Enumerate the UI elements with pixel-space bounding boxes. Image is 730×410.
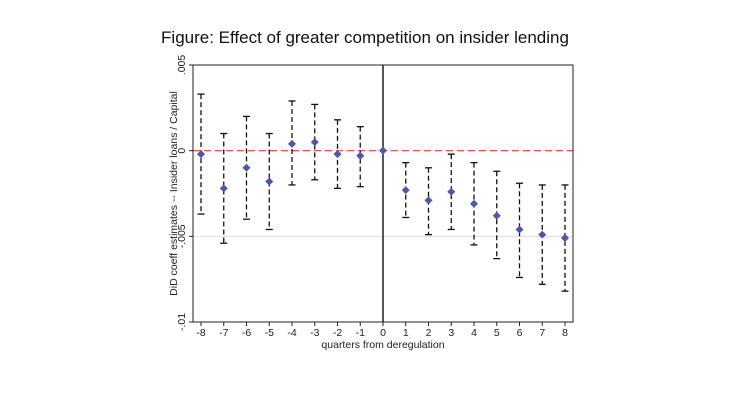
x-tick-label-1: -7 <box>219 327 228 339</box>
x-tick-label-15: 7 <box>539 327 545 339</box>
y-tick-label-0: .005 <box>176 55 188 76</box>
ci-bar-11 <box>447 153 455 231</box>
x-tick-label-11: 3 <box>448 327 454 339</box>
ci-bar-5 <box>311 103 319 181</box>
x-tick-label-3: -5 <box>265 327 274 339</box>
x-tick-label-12: 4 <box>471 327 477 339</box>
point-estimate-2 <box>242 163 251 172</box>
point-estimate-1 <box>219 184 228 193</box>
ci-bar-16 <box>561 184 569 292</box>
y-tick-label-2: -.005 <box>176 224 188 248</box>
x-tick-label-13: 5 <box>494 327 500 339</box>
x-tick-label-8: 0 <box>380 327 386 339</box>
chart-title: Figure: Effect of greater competition on… <box>161 28 569 47</box>
x-tick-label-7: -1 <box>356 327 365 339</box>
ci-bar-14 <box>516 182 523 279</box>
x-tick-label-4: -4 <box>287 327 296 339</box>
point-estimate-15 <box>538 230 547 239</box>
point-estimate-9 <box>401 186 410 195</box>
point-estimate-8 <box>379 146 387 155</box>
point-estimate-13 <box>492 211 501 220</box>
point-estimate-0 <box>197 150 205 159</box>
x-tick-label-14: 6 <box>517 327 523 339</box>
x-tick-label-2: -6 <box>242 327 251 339</box>
point-estimate-14 <box>515 225 524 234</box>
point-estimate-5 <box>310 138 319 147</box>
point-estimates <box>197 138 569 243</box>
point-estimate-10 <box>424 196 433 205</box>
x-axis-label: quarters from deregulation <box>321 339 444 351</box>
y-tick-label-1: 0 <box>176 148 188 154</box>
point-estimate-11 <box>447 187 456 196</box>
x-tick-label-6: -2 <box>333 327 342 339</box>
x-tick-label-16: 8 <box>562 327 568 339</box>
x-tick-label-10: 2 <box>426 327 432 339</box>
x-tick-label-9: 1 <box>403 327 409 339</box>
ci-bar-7 <box>356 126 364 188</box>
point-estimate-3 <box>265 177 274 186</box>
point-estimate-4 <box>288 139 296 148</box>
y-tick-label-3: -.01 <box>176 313 188 331</box>
x-tick-label-0: -8 <box>196 327 205 339</box>
ci-bar-3 <box>265 132 273 231</box>
ci-bar-1 <box>220 132 228 244</box>
x-axis-ticks: -8 -7 -6 -5 -4 -3 -2 -1 0 1 2 3 4 5 6 7 8 <box>196 322 568 339</box>
y-axis-label: DiD coeff estimates -- Insider loans / C… <box>168 91 180 296</box>
point-estimate-6 <box>333 150 342 159</box>
x-tick-label-5: -3 <box>310 327 319 339</box>
reference-lines <box>193 65 573 322</box>
point-estimate-16 <box>561 234 569 243</box>
point-estimate-12 <box>470 199 478 208</box>
point-estimate-7 <box>356 151 365 160</box>
y-axis-ticks: .005 0 -.005 -.01 <box>176 55 193 331</box>
